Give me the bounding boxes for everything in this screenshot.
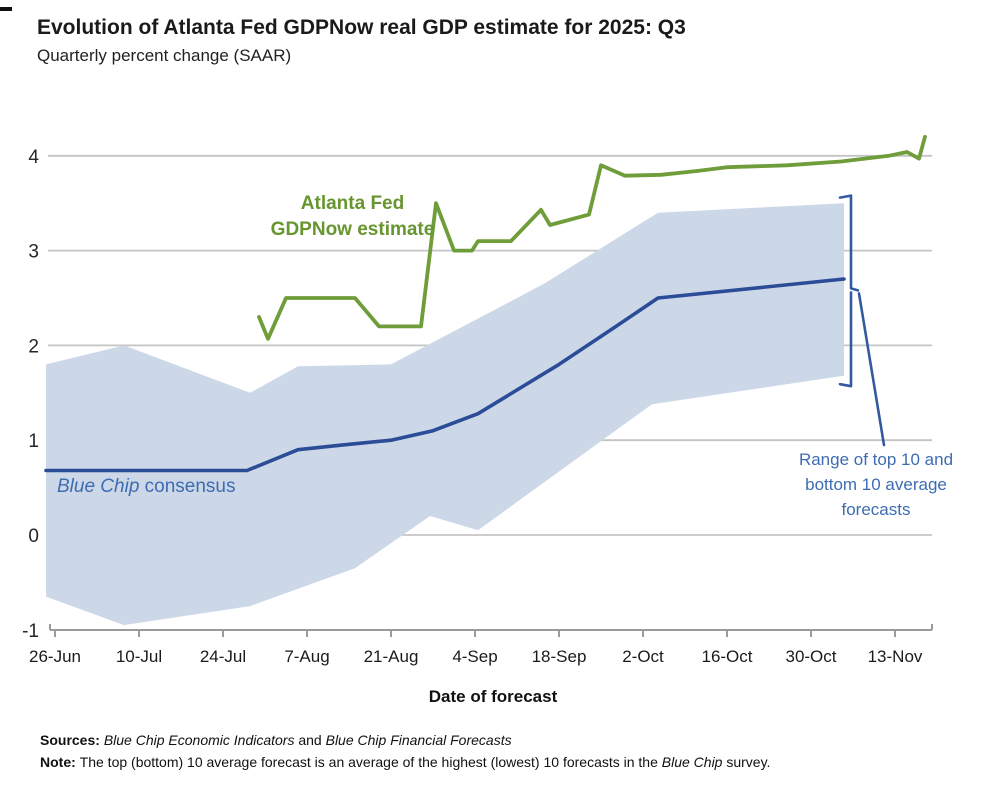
chart-title: Evolution of Atlanta Fed GDPNow real GDP… xyxy=(37,16,686,39)
x-tick-label-18-Sep: 18-Sep xyxy=(532,647,587,666)
range-annotation-line2: bottom 10 average xyxy=(805,475,947,494)
y-tick-label-0: 0 xyxy=(28,526,39,547)
x-tick-label-16-Oct: 16-Oct xyxy=(701,647,752,666)
x-tick-label-26-Jun: 26-Jun xyxy=(29,647,81,666)
x-tick-label-24-Jul: 24-Jul xyxy=(200,647,246,666)
y-tick-label-2: 2 xyxy=(28,336,39,357)
chart-subtitle: Quarterly percent change (SAAR) xyxy=(37,46,292,65)
x-tick-label-30-Oct: 30-Oct xyxy=(785,647,836,666)
x-tick-label-13-Nov: 13-Nov xyxy=(868,647,923,666)
methodology-note: Note: The top (bottom) 10 average foreca… xyxy=(40,754,770,770)
text-segment: The top (bottom) 10 average forecast is … xyxy=(79,754,662,770)
gdpnow-series-label-line2: GDPNow estimate xyxy=(270,219,435,240)
y-tick-label-3: 3 xyxy=(28,242,39,263)
x-tick-label-21-Aug: 21-Aug xyxy=(364,647,419,666)
sources-note: Sources: Blue Chip Economic Indicators a… xyxy=(40,732,512,748)
y-tick-label--1: -1 xyxy=(22,621,39,642)
range-annotation-line1: Range of top 10 and xyxy=(798,450,954,469)
text-segment: Sources: xyxy=(40,732,104,748)
x-tick-label-4-Sep: 4-Sep xyxy=(452,647,497,666)
top-left-dash xyxy=(0,7,12,11)
text-segment: Blue Chip Economic Indicators xyxy=(103,732,295,748)
gdpnow-series-label: Atlanta Fed GDPNow estimate xyxy=(250,191,455,243)
range-annotation-line3: forecasts xyxy=(841,500,911,519)
x-tick-label-2-Oct: 2-Oct xyxy=(622,647,664,666)
blue-chip-consensus-line xyxy=(44,277,846,473)
x-tick-label-10-Jul: 10-Jul xyxy=(116,647,162,666)
range-annotation-label: Range of top 10 and bottom 10 average fo… xyxy=(771,447,981,522)
range-annotation-leader xyxy=(857,292,886,447)
forecast-range-band xyxy=(46,203,844,626)
x-axis-title: Date of forecast xyxy=(428,687,558,706)
text-segment: consensus xyxy=(139,476,236,497)
text-segment: and xyxy=(294,732,326,748)
x-tick-label-7-Aug: 7-Aug xyxy=(284,647,329,666)
text-segment: Blue Chip xyxy=(57,476,140,497)
gdpnow-series-label-line1: Atlanta Fed xyxy=(300,193,405,214)
text-segment: Blue Chip Financial Forecasts xyxy=(325,732,512,748)
range-bracket xyxy=(838,194,860,388)
y-tick-label-4: 4 xyxy=(28,147,39,168)
y-tick-label-1: 1 xyxy=(28,431,39,452)
text-segment: survey. xyxy=(722,754,771,770)
gdpnow-estimate-line xyxy=(257,134,927,341)
blue-chip-consensus-label: Blue Chip consensus xyxy=(57,476,236,498)
text-segment: Note: xyxy=(40,754,80,770)
text-segment: Blue Chip xyxy=(661,754,723,770)
